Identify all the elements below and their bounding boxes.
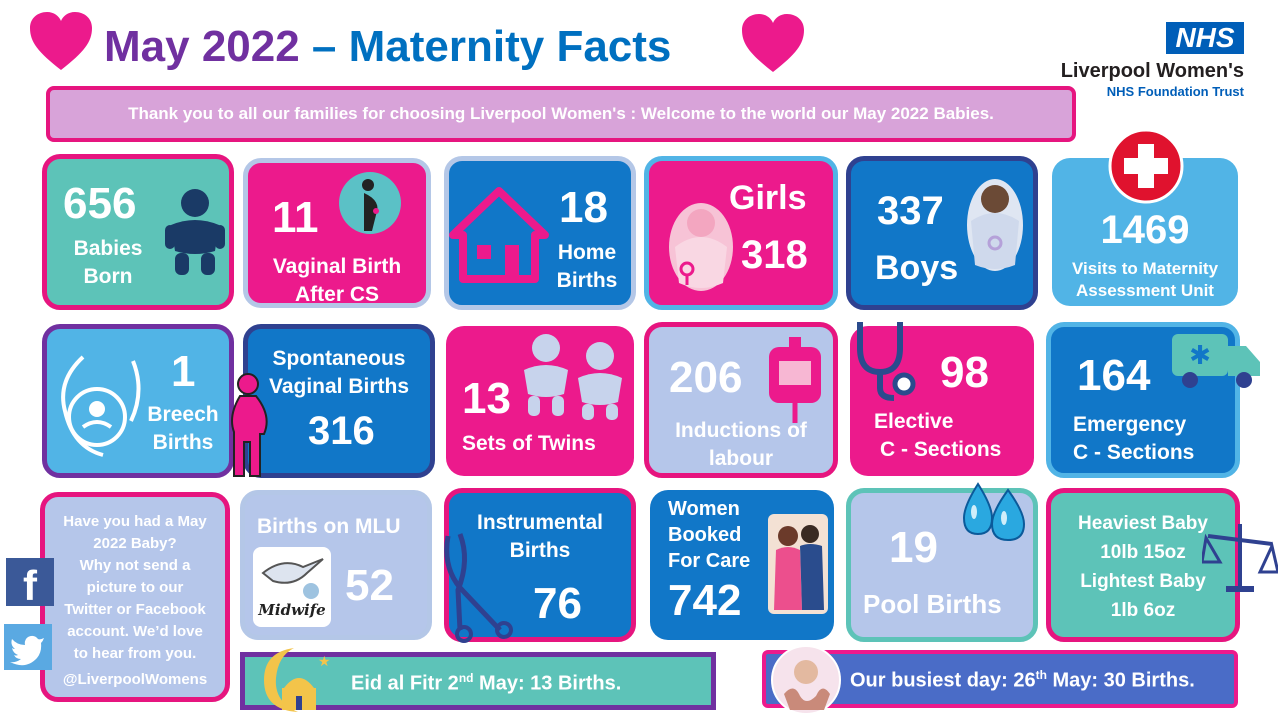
weights-text: Heaviest Baby 10lb 15oz Lightest Baby 1lb 6… [1078, 513, 1208, 621]
home-value: 18 [559, 183, 608, 232]
tile-breech: 1 Breech Births [42, 324, 234, 478]
thank-you-banner: Thank you to all our families for choosi… [46, 86, 1076, 142]
busiest-banner: Our busiest day: 26th May: 30 Births. [762, 650, 1238, 708]
breech-value: 1 [171, 347, 196, 396]
boys-label: Boys [875, 249, 959, 287]
tile-twins: 13 Sets of Twins [446, 326, 634, 476]
induction-label: Inductions of labour [675, 419, 807, 470]
women-icon [768, 514, 828, 614]
tile-boys: 337 Boys [846, 156, 1038, 310]
baby-boy-icon [967, 179, 1023, 271]
booked-value: 742 [668, 576, 742, 625]
scales-icon [1202, 524, 1278, 592]
breech-label: Breech Births [147, 403, 219, 454]
eid-text: Eid al Fitr 2nd May: 13 Births. [351, 671, 622, 695]
emergency-label: Emergency C - Sections [1073, 413, 1195, 464]
newborn-hands-icon [771, 645, 841, 715]
home-label: Home Births [556, 241, 618, 292]
mau-label: Visits to Maternity Assessment Unit [1071, 259, 1219, 300]
instrumental-label: Instrumental Births [476, 511, 604, 562]
vbac-label: Vaginal Birth After CS [272, 255, 402, 306]
tile-home-births: 18 Home Births [444, 156, 636, 310]
social-handle[interactable]: @LiverpoolWomens [62, 671, 208, 688]
twins-label: Sets of Twins [462, 432, 596, 455]
water-drops-icon [962, 482, 1026, 542]
first-aid-cross-icon [1108, 128, 1184, 204]
babies-label: Babies Born [73, 237, 143, 288]
tile-mau-visits: 1469 Visits to Maternity Assessment Unit [1052, 158, 1238, 306]
pregnant-woman-icon [231, 373, 268, 477]
social-panel: Have you had a May 2022 Baby? Why not send… [40, 492, 230, 702]
tile-girls: Girls 318 [644, 156, 838, 310]
house-icon [449, 187, 549, 283]
heart-icon [30, 12, 92, 70]
iv-bag-icon [769, 337, 821, 423]
breech-baby-icon [61, 355, 141, 457]
mau-value: 1469 [1100, 208, 1190, 252]
busiest-text: Our busiest day: 26th May: 30 Births. [850, 668, 1195, 692]
tile-elective: 98 Elective C - Sections [850, 326, 1034, 476]
tile-mlu: Births on MLU Midwife 52 [240, 490, 432, 640]
induction-value: 206 [669, 353, 743, 402]
mlu-label: Births on MLU [257, 515, 401, 538]
pool-value: 19 [889, 523, 938, 572]
tile-svb: Spontaneous Vaginal Births 316 [243, 324, 435, 478]
pool-label: Pool Births [863, 589, 1002, 619]
mlu-value: 52 [345, 561, 394, 610]
ambulance-icon: ✱ [1172, 334, 1260, 388]
svb-label: Spontaneous Vaginal Births [268, 347, 410, 398]
tile-instrumental: Instrumental Births 76 [444, 488, 636, 642]
forceps-icon [444, 533, 513, 643]
svb-value: 316 [308, 409, 375, 453]
stethoscope-icon [857, 322, 916, 401]
social-text: Have you had a May 2022 Baby? Why not send… [63, 513, 207, 662]
booked-label: Women Booked For Care [668, 498, 751, 572]
twitter-icon[interactable] [4, 624, 52, 670]
svg-text:✱: ✱ [1189, 341, 1211, 371]
instrumental-value: 76 [533, 579, 582, 628]
page-title: May 2022 – Maternity Facts [104, 22, 672, 71]
nhs-logo: NHS [1166, 22, 1244, 54]
vbac-value: 11 [272, 193, 319, 242]
svg-text:★: ★ [318, 654, 331, 670]
banner-text: Thank you to all our families for choosi… [128, 104, 994, 123]
elective-label: Elective C - Sections [874, 410, 1002, 461]
trust-name: NHS Foundation Trust [1106, 84, 1244, 99]
facebook-icon[interactable]: f [6, 558, 54, 609]
baby-girl-icon [669, 203, 733, 291]
boys-value: 337 [877, 189, 944, 233]
eid-banner: Eid al Fitr 2nd May: 13 Births. [240, 652, 716, 710]
org-name: Liverpool Women's [1060, 60, 1244, 82]
tile-babies-born: 656 Babies Born [42, 154, 234, 310]
tile-weights: Heaviest Baby 10lb 15oz Lightest Baby 1lb 6… [1046, 488, 1240, 642]
twins-value: 13 [462, 374, 511, 423]
moon-mosque-icon: ★ [264, 648, 331, 712]
pregnant-icon [339, 172, 401, 234]
elective-value: 98 [940, 348, 989, 397]
twins-icon [524, 334, 622, 420]
tile-inductions: 206 Inductions of labour [644, 322, 838, 478]
midwife-badge-text: Midwife [258, 601, 326, 619]
stork-icon: Midwife [253, 547, 331, 627]
girls-value: 318 [741, 233, 808, 277]
baby-icon [165, 189, 225, 275]
tile-vbac: 11 Vaginal Birth After CS [243, 158, 431, 308]
emergency-value: 164 [1077, 351, 1151, 400]
heart-icon [742, 14, 804, 72]
tile-booked: Women Booked For Care 742 [650, 490, 834, 640]
babies-value: 656 [63, 179, 137, 228]
girls-label: Girls [729, 179, 807, 217]
